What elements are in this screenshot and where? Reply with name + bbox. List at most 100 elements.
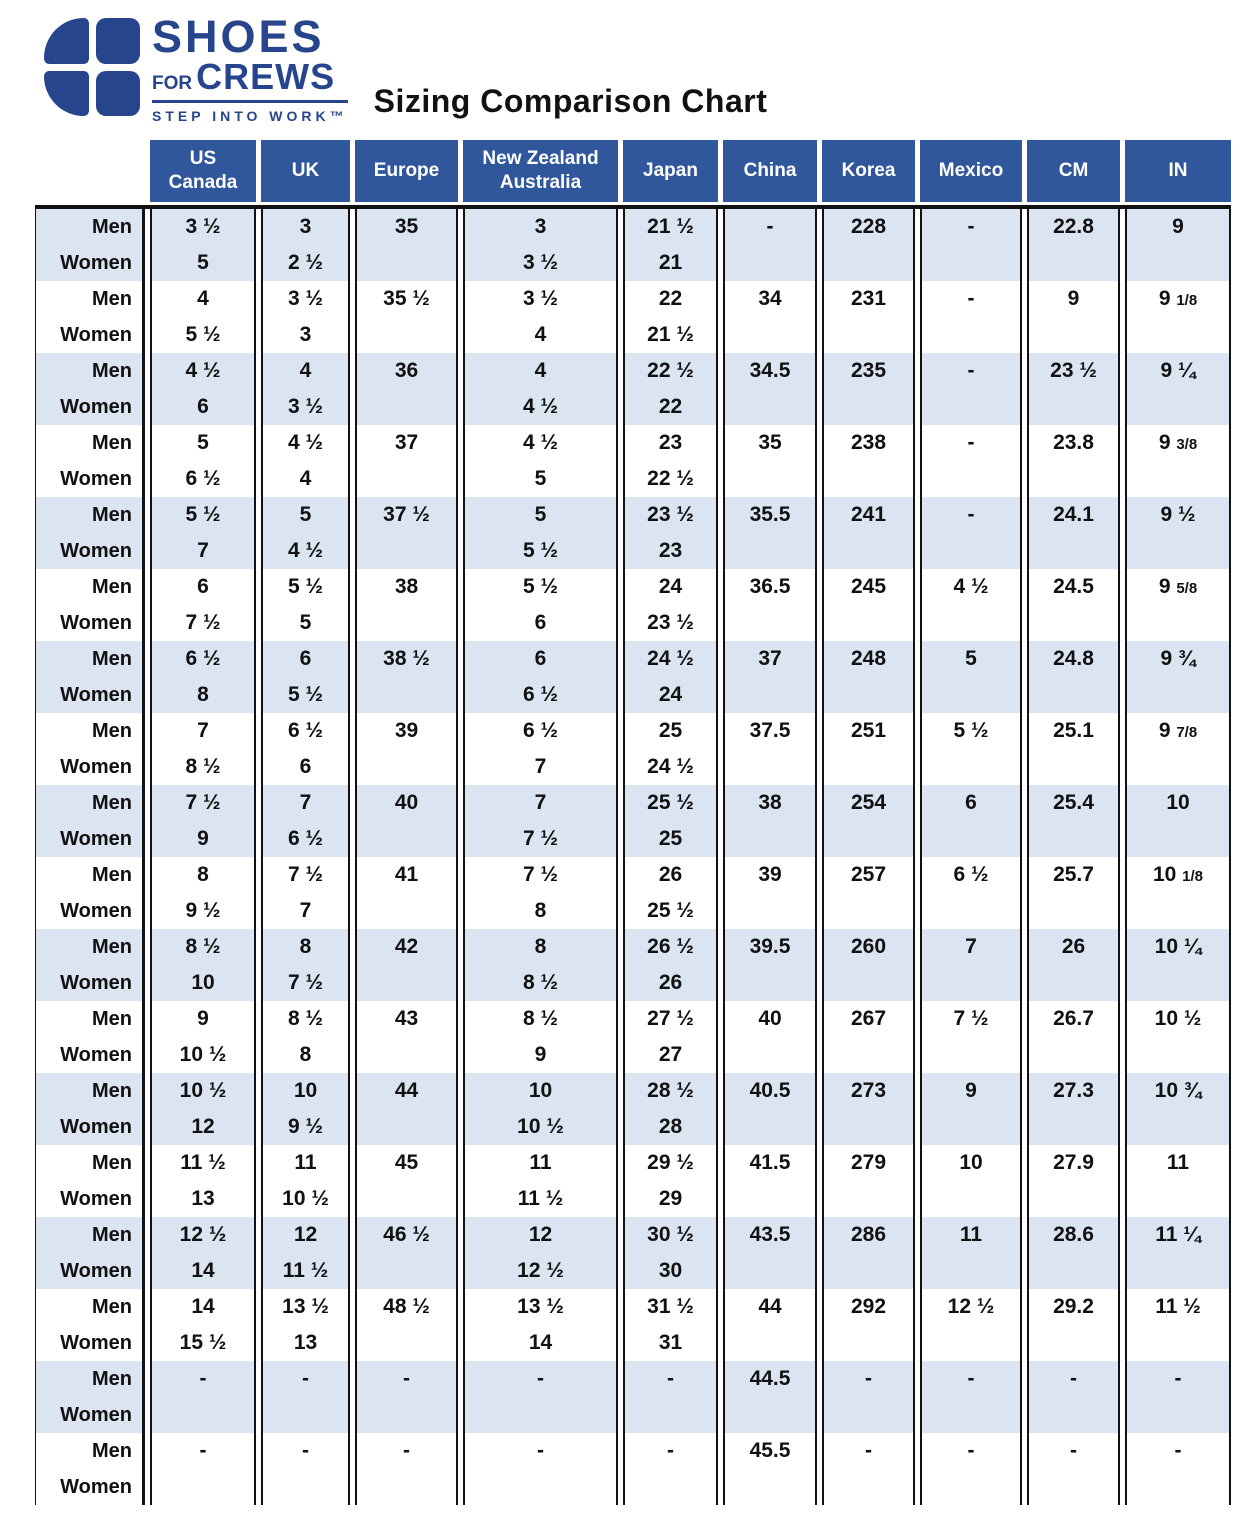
size-cell-in: 10 1/8 [1125, 857, 1231, 929]
size-cell-mexico: 9 [920, 1073, 1022, 1145]
row-label-cell: Men Women [35, 1433, 145, 1505]
size-cell-us-canada: 3 ½ 5 [150, 209, 256, 281]
size-cell-china: 37.5 [723, 713, 817, 785]
women-value: 22 [658, 395, 683, 418]
size-cell-new-zealand-australia: 5 ½ 6 [463, 569, 618, 641]
size-cell-europe: 40 [355, 785, 458, 857]
size-cell-cm: 25.1 [1027, 713, 1120, 785]
size-cell-china: 38 [723, 785, 817, 857]
women-value: 5 ½ [287, 683, 324, 706]
row-label-cell: Men Women [35, 785, 145, 857]
size-cell-in: - [1125, 1361, 1231, 1433]
women-label: Women [60, 1404, 132, 1426]
size-cell-uk: 4 3 ½ [261, 353, 350, 425]
header-spacer [35, 140, 145, 202]
size-cell-china: 40.5 [723, 1073, 817, 1145]
size-cell-china: 37 [723, 641, 817, 713]
men-value: - [967, 287, 975, 310]
women-value [922, 461, 1020, 497]
women-value: 31 [658, 1331, 683, 1354]
column-header-in: IN [1125, 140, 1231, 202]
men-value: 36.5 [749, 575, 791, 598]
size-cell-korea: 292 [822, 1289, 915, 1361]
column-header-china: China [723, 140, 817, 202]
men-value: - [1070, 1439, 1077, 1462]
women-value [824, 1037, 913, 1073]
men-value: 8 ½ [522, 1007, 559, 1030]
size-cell-europe: 41 [355, 857, 458, 929]
size-cell-us-canada: 4 5 ½ [150, 281, 256, 353]
men-value: 45.5 [749, 1439, 791, 1462]
men-value: 38 [758, 791, 782, 814]
logo-word-for: FOR [152, 73, 193, 94]
men-value: 7 ½ [287, 863, 324, 886]
women-label: Women [60, 828, 132, 850]
women-value [1127, 1181, 1229, 1217]
size-cell-korea: 235 [822, 353, 915, 425]
size-cell-japan: 21 ½ 21 [623, 209, 718, 281]
size-cell-china: 39.5 [723, 929, 817, 1001]
men-value: - [537, 1439, 544, 1462]
women-value [725, 1253, 815, 1289]
men-value: 3 [299, 215, 312, 238]
men-value: 39.5 [749, 935, 791, 958]
women-value [357, 317, 456, 353]
women-value: 14 [191, 1259, 215, 1282]
women-label: Women [60, 684, 132, 706]
size-cell-mexico: - [920, 209, 1022, 281]
men-value: 6 [299, 647, 312, 670]
women-value [824, 317, 913, 353]
size-cell-korea: 273 [822, 1073, 915, 1145]
women-value [1127, 317, 1229, 353]
men-value: - [1174, 1367, 1182, 1390]
men-value: 14 [191, 1295, 215, 1318]
women-value: 23 [658, 539, 683, 562]
men-value: 11 ½ [180, 1151, 226, 1174]
women-value [1029, 749, 1118, 785]
logo-tagline: STEP INTO WORK™ [152, 100, 348, 124]
women-value: 9 [197, 827, 209, 850]
size-cell-in: 9 3/8 [1125, 425, 1231, 497]
women-value: 4 [299, 467, 312, 490]
size-cell-europe: - [355, 1361, 458, 1433]
men-value: - [865, 1439, 872, 1462]
women-value [1029, 389, 1118, 425]
men-value: 37 [758, 647, 782, 670]
men-value: 292 [850, 1295, 887, 1318]
size-cell-japan: 29 ½ 29 [623, 1145, 718, 1217]
size-cell-japan: 31 ½ 31 [623, 1289, 718, 1361]
size-row-2: Men Women 4 5 ½ 3 ½ 3 35 ½ 3 ½ 4 22 21 ½ 34 231 - 9 9 1… [35, 281, 1231, 353]
men-value: 231 [850, 287, 887, 310]
women-value [357, 1181, 456, 1217]
men-value: 21 ½ [647, 215, 694, 238]
size-cell-korea: 267 [822, 1001, 915, 1073]
size-cell-new-zealand-australia: 11 11 ½ [463, 1145, 618, 1217]
men-value: - [967, 503, 975, 526]
size-cell-china: - [723, 209, 817, 281]
women-value [1029, 821, 1118, 857]
row-label-cell: Men Women [35, 857, 145, 929]
men-value: 24 [658, 575, 683, 598]
size-cell-uk: 7 ½ 7 [261, 857, 350, 929]
women-value: 6 [197, 395, 209, 418]
men-value: 25.4 [1053, 791, 1094, 814]
row-label-cell: Men Women [35, 929, 145, 1001]
men-value: 9 ¾ [1160, 647, 1196, 670]
men-value: 35 [394, 215, 419, 238]
women-value [152, 1397, 254, 1433]
women-value [357, 533, 456, 569]
men-value: 4 ½ [185, 359, 221, 382]
men-value: 38 [394, 575, 419, 598]
size-cell-europe: 48 ½ [355, 1289, 458, 1361]
size-cell-uk: 13 ½ 13 [261, 1289, 350, 1361]
women-value: 24 [658, 683, 683, 706]
women-label: Women [60, 1116, 132, 1138]
women-value: 6 ½ [287, 827, 324, 850]
men-label: Men [92, 1080, 132, 1102]
men-value: 9 [1067, 287, 1080, 310]
size-cell-new-zealand-australia: 6 ½ 7 [463, 713, 618, 785]
men-value: 29 ½ [647, 1151, 694, 1174]
women-value: 8 [299, 1043, 312, 1066]
men-value: 12 ½ [179, 1223, 227, 1246]
size-cell-korea: 286 [822, 1217, 915, 1289]
